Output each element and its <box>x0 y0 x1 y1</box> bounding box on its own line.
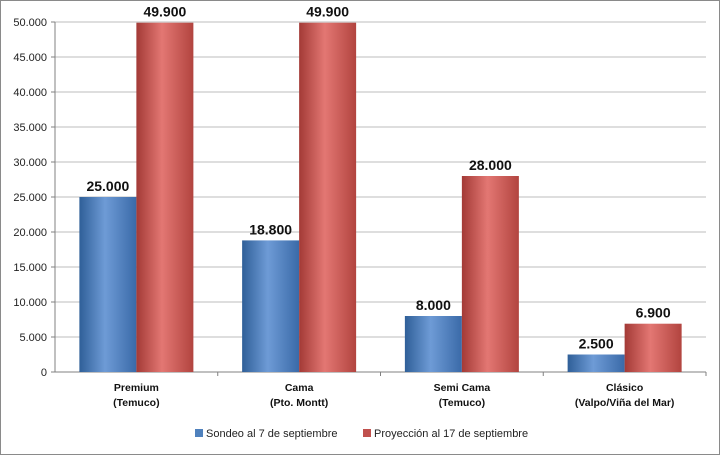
x-tick-label: Cama <box>285 382 314 394</box>
x-tick-label: (Pto. Montt) <box>270 397 328 409</box>
legend-swatch <box>195 429 203 437</box>
legend-label: Sondeo al 7 de septiembre <box>206 428 337 440</box>
data-label: 8.000 <box>416 297 451 313</box>
bar-sondeo <box>79 197 137 372</box>
bar-proyeccion <box>461 176 519 372</box>
y-tick-label: 40.000 <box>13 87 47 99</box>
data-label: 28.000 <box>469 157 512 173</box>
x-tick-label: (Valpo/Viña del Mar) <box>575 397 675 409</box>
data-label: 49.900 <box>143 4 186 20</box>
y-tick-label: 50.000 <box>13 17 47 29</box>
x-tick-label: (Temuco) <box>439 397 485 409</box>
legend-label: Proyección al 17 de septiembre <box>374 428 528 440</box>
data-label: 18.800 <box>249 221 292 237</box>
y-tick-label: 5.000 <box>19 332 47 344</box>
y-tick-label: 30.000 <box>13 157 47 169</box>
y-tick-label: 45.000 <box>13 52 47 64</box>
y-tick-label: 10.000 <box>13 297 47 309</box>
legend-swatch <box>363 429 371 437</box>
data-label: 2.500 <box>579 336 614 352</box>
bar-sondeo <box>567 354 625 372</box>
bar-sondeo <box>404 316 462 372</box>
bars <box>79 22 682 372</box>
x-tick-label: Semi Cama <box>434 382 491 394</box>
x-tick-label: (Temuco) <box>113 397 159 409</box>
y-tick-label: 15.000 <box>13 262 47 274</box>
x-tick-label: Clásico <box>606 382 643 394</box>
data-label: 49.900 <box>306 4 349 20</box>
bar-proyeccion <box>136 22 194 372</box>
data-label: 25.000 <box>86 178 129 194</box>
data-label: 6.900 <box>636 305 671 321</box>
legend: Sondeo al 7 de septiembre Proyección al 1… <box>195 428 528 440</box>
x-tick-label: Premium <box>114 382 159 394</box>
bar-proyeccion <box>624 323 682 372</box>
y-tick-label: 25.000 <box>13 192 47 204</box>
bar-proyeccion <box>299 22 357 372</box>
data-labels: 25.000 49.900 18.800 49.900 8.000 28.000 2.500… <box>86 4 670 352</box>
axes: 0 5.000 10.000 15.000 20.000 25.000 30.000 35.0… <box>13 17 707 409</box>
bar-sondeo <box>242 240 300 372</box>
y-tick-label: 20.000 <box>13 227 47 239</box>
y-tick-label: 0 <box>41 367 47 379</box>
y-tick-label: 35.000 <box>13 122 47 134</box>
